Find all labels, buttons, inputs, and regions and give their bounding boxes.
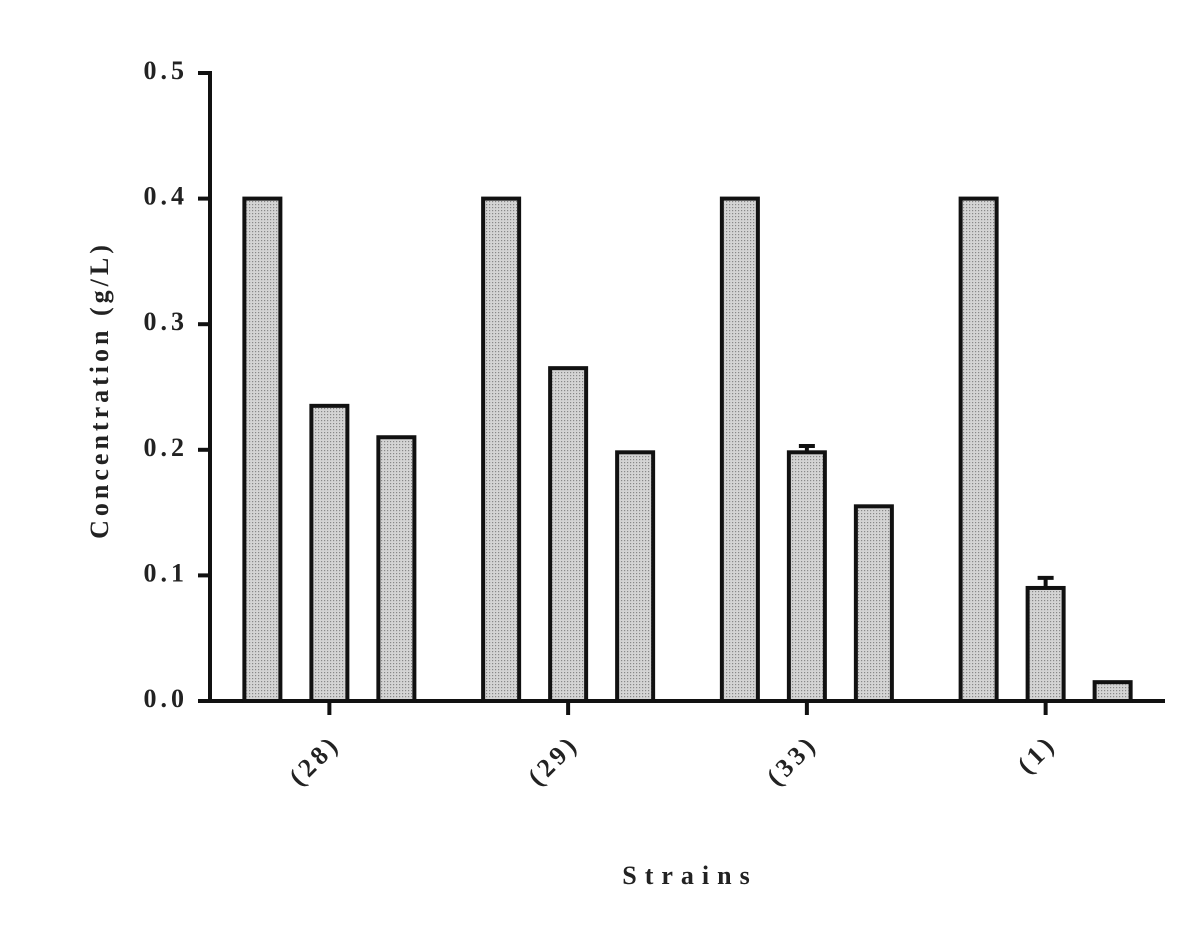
y-tick-label: 0.2	[144, 433, 189, 462]
x-tick-label: (29)	[522, 729, 584, 791]
x-tick-label: (33)	[761, 729, 823, 791]
bar-texture	[724, 201, 756, 699]
y-tick-label: 0.0	[144, 684, 189, 713]
bar-texture	[246, 201, 278, 699]
y-axis-label: Concentration (g/L)	[85, 241, 114, 539]
bar-texture	[380, 439, 412, 699]
bar-texture	[858, 508, 890, 699]
x-axis-label: Strains	[622, 861, 757, 890]
x-tick-label: (1)	[1012, 729, 1062, 779]
bar-texture	[485, 201, 517, 699]
bar-texture	[313, 408, 345, 699]
y-tick-label: 0.4	[144, 182, 189, 211]
y-tick-label: 0.1	[144, 558, 189, 587]
bar-texture	[1030, 590, 1062, 699]
bar-texture	[1097, 684, 1129, 699]
bar-texture	[963, 201, 995, 699]
y-tick-label: 0.3	[144, 307, 189, 336]
x-tick-label: (28)	[283, 729, 345, 791]
bar-texture	[619, 454, 651, 699]
bar-texture	[791, 454, 823, 699]
y-tick-label: 0.5	[144, 56, 189, 85]
bar-texture	[552, 370, 584, 699]
